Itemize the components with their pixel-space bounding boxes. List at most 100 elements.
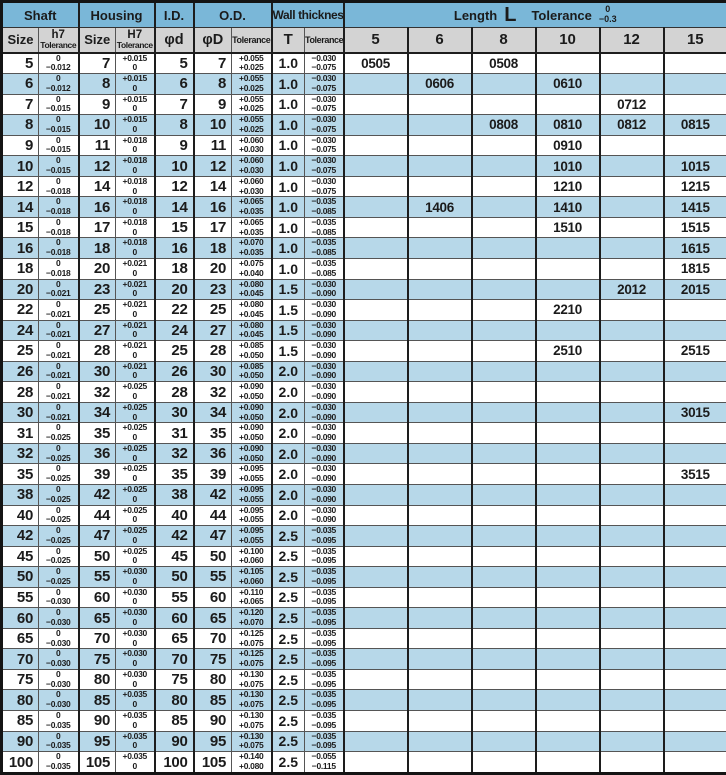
housing-size-cell: 8 xyxy=(77,73,116,95)
housing-H7-tolerance-cell: +0.035 0 xyxy=(115,730,155,752)
wall-tolerance-cell-stack: −0.030 −0.075 xyxy=(311,114,337,134)
housing-H7-tolerance-cell: +0.021 0 xyxy=(115,257,155,280)
housing-size-cell: 14 xyxy=(77,175,116,197)
od-tolerance-cell-stack: +0.140 +0.080 xyxy=(239,751,264,772)
length-code-cell-8 xyxy=(470,648,536,670)
od-tolerance-cell: +0.130 +0.075 xyxy=(230,730,272,752)
shaft-size-header: Size xyxy=(1,27,39,54)
length-code-cell-10 xyxy=(534,586,600,608)
wall-thickness-cell: 2.5 xyxy=(270,751,305,774)
length-code-cell-10: 1010 xyxy=(534,155,600,177)
housing-size-cell: 47 xyxy=(77,525,116,547)
housing-H7-tolerance-cell: +0.018 0 xyxy=(115,216,155,238)
length-code-cell-10 xyxy=(534,710,600,732)
wall-tolerance-cell-stack: −0.035 −0.095 xyxy=(311,587,337,607)
shaft-h7-tolerance-cell-stack: 0 −0.018 xyxy=(46,237,71,258)
od-tolerance-cell-stack: +0.125 +0.075 xyxy=(239,648,264,669)
shaft-h7-tolerance-cell: 0 −0.018 xyxy=(38,175,79,197)
length-code-cell-8 xyxy=(470,155,536,177)
wall-tolerance-cell: −0.035 −0.095 xyxy=(304,648,344,670)
length-code-cell-10 xyxy=(534,689,600,711)
h7-tolerance-label: Tolerance xyxy=(40,40,77,51)
od-tolerance-cell-stack: +0.130 +0.075 xyxy=(239,710,264,730)
outer-diameter-cell: 55 xyxy=(192,566,232,588)
length-code-cell-5 xyxy=(342,278,408,300)
housing-H7-tolerance-cell-stack: +0.025 0 xyxy=(122,484,148,504)
housing-H7-tolerance-cell: +0.018 0 xyxy=(115,196,155,218)
shaft-h7-tolerance-cell-stack: 0 −0.021 xyxy=(46,402,71,422)
wall-thickness-cell: 2.5 xyxy=(270,648,305,670)
outer-diameter-cell: 30 xyxy=(192,360,232,382)
housing-size-cell: 85 xyxy=(77,689,116,711)
length-code-cell-8 xyxy=(470,422,536,444)
outer-diameter-cell: 11 xyxy=(192,134,232,156)
wall-tolerance-cell-stack: −0.035 −0.095 xyxy=(311,689,337,710)
housing-H7-tolerance-cell: +0.025 0 xyxy=(115,545,155,567)
length-code-cell-15: 2515 xyxy=(662,340,726,362)
housing-H7-tolerance-cell-stack: +0.025 0 xyxy=(122,463,148,484)
length-code-cell-8 xyxy=(470,463,536,485)
length-code-cell-5 xyxy=(342,319,408,341)
shaft-h7-tolerance-cell-stack: 0 −0.021 xyxy=(46,361,71,381)
wall-tolerance-cell: −0.035 −0.085 xyxy=(304,237,344,259)
housing-H7-tolerance-cell: +0.025 0 xyxy=(115,381,155,403)
wall-thickness-cell: 1.0 xyxy=(270,93,305,115)
inner-diameter-cell: 10 xyxy=(153,155,194,177)
shaft-h7-tolerance-cell: 0 −0.030 xyxy=(38,607,79,629)
shaft-h7-tolerance-cell: 0 −0.012 xyxy=(38,51,79,74)
od-tolerance-cell-stack: +0.065 +0.035 xyxy=(239,196,264,217)
shaft-size-cell: 31 xyxy=(1,422,39,444)
inner-diameter-cell: 30 xyxy=(153,401,194,423)
table-row: 10 0 −0.015 12 +0.018 0 10 12 +0.060 +0.030 1.0 −0.… xyxy=(1,155,726,177)
shaft-h7-tolerance-cell: 0 −0.015 xyxy=(38,114,79,136)
length-code-cell-8 xyxy=(470,545,536,567)
length-code-cell-6 xyxy=(406,525,472,547)
housing-H7-tolerance-cell-stack: +0.030 0 xyxy=(122,669,148,689)
outer-diameter-cell: 70 xyxy=(192,627,232,649)
table-row: 38 0 −0.025 42 +0.025 0 38 42 +0.095 +0.055 2.0 −0.… xyxy=(1,483,726,506)
length-code-cell-8 xyxy=(470,216,536,238)
length-code-cell-8 xyxy=(470,607,536,629)
inner-diameter-cell: 100 xyxy=(153,751,194,774)
wall-thickness-cell: 1.0 xyxy=(270,175,305,197)
length-code-cell-10: 0910 xyxy=(534,134,600,156)
od-tolerance-cell: +0.140 +0.080 xyxy=(230,751,272,774)
housing-H7-tolerance-cell: +0.015 0 xyxy=(115,93,155,115)
housing-H7-tolerance-cell-stack: +0.025 0 xyxy=(122,505,148,525)
wall-tolerance-cell-stack: −0.055 −0.115 xyxy=(311,751,337,772)
length-code-cell-6 xyxy=(406,586,472,608)
length-code-cell-8 xyxy=(470,710,536,732)
length-code-cell-15 xyxy=(662,525,726,547)
wall-tolerance-header: Tolerance xyxy=(304,27,344,54)
length-code-cell-15 xyxy=(662,710,726,732)
length-code-cell-10 xyxy=(534,93,600,115)
od-tolerance-cell-stack: +0.085 +0.050 xyxy=(239,340,264,360)
length-code-cell-15 xyxy=(662,422,726,444)
wall-tolerance-cell-stack: −0.030 −0.075 xyxy=(311,155,337,175)
length-code-cell-5 xyxy=(342,668,408,690)
length-code-cell-12 xyxy=(598,73,664,95)
length-code-cell-8: 0508 xyxy=(470,51,536,74)
wall-tolerance-cell-stack: −0.035 −0.095 xyxy=(311,525,337,545)
od-tolerance-cell: +0.090 +0.050 xyxy=(230,381,272,403)
length-code-cell-10 xyxy=(534,422,600,444)
length-code-cell-6 xyxy=(406,607,472,629)
od-tolerance-cell-stack: +0.095 +0.055 xyxy=(239,463,264,484)
length-code-cell-15 xyxy=(662,730,726,752)
length-tolerance-lower: −0.3 xyxy=(598,14,617,24)
shaft-size-cell: 85 xyxy=(1,710,39,732)
housing-size-cell: 27 xyxy=(77,319,116,341)
length-code-cell-15: 1015 xyxy=(662,155,726,177)
length-code-cell-8 xyxy=(470,668,536,690)
length-column-header-15: 15 xyxy=(662,27,726,54)
table-row: 5 0 −0.012 7 +0.015 0 5 7 +0.055 +0.025 1.0 −0.030−… xyxy=(1,51,726,74)
length-group-header: Length L Tolerance 0 −0.3 xyxy=(342,1,726,28)
h7-label: h7 xyxy=(51,29,65,42)
length-code-cell-15 xyxy=(662,504,726,526)
shaft-size-cell: 100 xyxy=(1,751,39,774)
wall-tolerance-cell: −0.035 −0.095 xyxy=(304,710,344,732)
group-header-row: Shaft Housing I.D. O.D. Wall thickness L… xyxy=(1,1,726,28)
shaft-h7-tolerance-cell: 0 −0.025 xyxy=(38,422,79,444)
length-code-cell-5 xyxy=(342,216,408,238)
inner-diameter-cell: 25 xyxy=(153,340,194,362)
